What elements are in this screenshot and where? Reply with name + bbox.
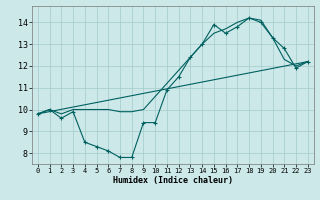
X-axis label: Humidex (Indice chaleur): Humidex (Indice chaleur) <box>113 176 233 185</box>
